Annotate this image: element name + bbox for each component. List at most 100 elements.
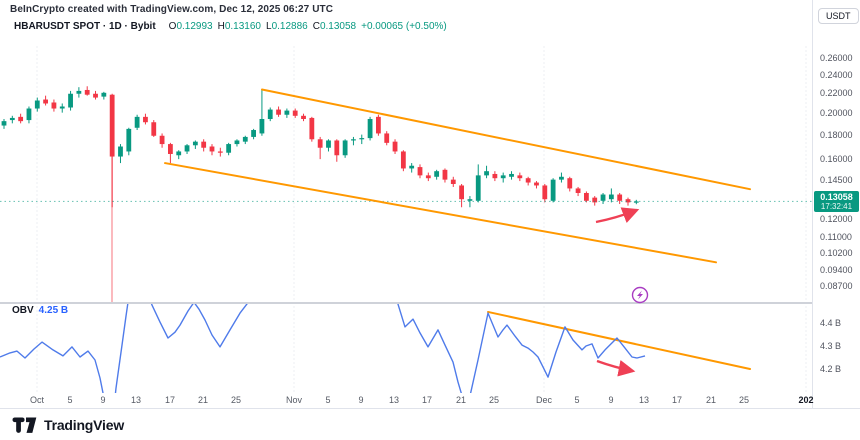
- obv-down-arrow[interactable]: [596, 359, 636, 377]
- time-tick: 202: [798, 395, 814, 405]
- low-label: L: [266, 21, 272, 32]
- last-price-badge: 0.13058 17:32:41: [814, 190, 859, 212]
- high-value: 0.13160: [224, 21, 261, 32]
- obv-label: OBV: [12, 305, 34, 316]
- candle: [76, 90, 82, 94]
- candle: [201, 141, 207, 148]
- candle: [143, 116, 148, 123]
- chart-area[interactable]: [0, 0, 812, 408]
- time-tick: 25: [230, 395, 242, 405]
- candle: [176, 151, 182, 156]
- obv-series: [0, 304, 646, 393]
- time-tick: 21: [455, 395, 467, 405]
- candle: [484, 171, 489, 176]
- time-tick: 9: [100, 395, 106, 405]
- candle: [509, 173, 514, 177]
- candle: [575, 188, 581, 193]
- candle: [192, 141, 198, 146]
- candle: [59, 106, 65, 109]
- time-tick: 9: [358, 395, 364, 405]
- candle: [542, 185, 548, 200]
- candle: [633, 201, 639, 203]
- candle: [18, 116, 24, 122]
- candle: [351, 139, 356, 141]
- candle: [600, 194, 606, 201]
- time-tick: Oct: [29, 395, 45, 405]
- price-change: +0.00065 (+0.50%): [361, 21, 447, 32]
- candle: [425, 175, 431, 179]
- candle: [226, 144, 232, 153]
- candle: [234, 140, 240, 145]
- price-breakout-arrow[interactable]: [595, 207, 640, 224]
- time-tick: 9: [608, 395, 614, 405]
- trendline-channel-lower[interactable]: [164, 162, 717, 264]
- obv-legend[interactable]: OBV 4.25 B: [12, 305, 68, 316]
- time-axis[interactable]: Oct 5 9 13 17 21 25 Nov 5 9 13 17 21 25 Dec 5 9 13 17 21 25 2…: [0, 392, 814, 408]
- lightning-icon[interactable]: [631, 286, 649, 304]
- obv-tick: 4.3 B: [820, 341, 842, 351]
- candle: [492, 173, 498, 179]
- time-tick: 13: [130, 395, 142, 405]
- candle: [442, 169, 448, 180]
- time-tick: 17: [164, 395, 176, 405]
- candle: [384, 133, 390, 143]
- time-tick: 21: [705, 395, 717, 405]
- candle: [400, 151, 406, 169]
- candle: [592, 197, 598, 203]
- candle: [168, 144, 173, 154]
- trendline-channel-upper[interactable]: [261, 88, 751, 191]
- price-tick: 0.09400: [820, 264, 853, 275]
- chart-canvas[interactable]: [0, 0, 812, 408]
- tradingview-logo-text: TradingView: [44, 417, 125, 433]
- candle: [392, 141, 398, 152]
- symbol-title[interactable]: HBARUSDT SPOT · 1D · Bybit: [14, 21, 156, 32]
- candle: [126, 128, 132, 152]
- price-tick: 0.14500: [820, 174, 853, 185]
- candle: [550, 179, 556, 201]
- candle: [525, 178, 531, 183]
- candle: [534, 182, 539, 186]
- candle: [26, 108, 32, 121]
- candle: [367, 118, 373, 139]
- price-tick: 0.16000: [820, 154, 853, 165]
- candle: [417, 167, 423, 176]
- candle: [301, 115, 306, 119]
- candle: [475, 175, 481, 201]
- candle: [68, 93, 73, 108]
- candle: [459, 185, 464, 200]
- candle: [342, 140, 348, 156]
- time-tick: 13: [388, 395, 400, 405]
- watermark-text: BeInCrypto created with TradingView.com,…: [10, 4, 334, 15]
- currency-toggle-button[interactable]: USDT: [818, 8, 859, 24]
- price-axis[interactable]: USDT 0.26000 0.24000 0.22000 0.20000 0.18000…: [812, 0, 860, 408]
- candle: [159, 135, 165, 145]
- time-tick: 21: [197, 395, 209, 405]
- candle: [1, 121, 7, 126]
- time-tick: 13: [638, 395, 650, 405]
- high-label: H: [217, 21, 225, 32]
- close-label: C: [312, 21, 320, 32]
- tradingview-logo-icon: [12, 417, 37, 433]
- time-tick: 25: [738, 395, 750, 405]
- obv-value: 4.25 B: [38, 305, 69, 316]
- time-tick: Nov: [285, 395, 303, 405]
- tradingview-logo[interactable]: TradingView: [12, 414, 312, 436]
- candle: [326, 140, 331, 148]
- time-tick: 17: [421, 395, 433, 405]
- symbol-ohlc-bar: HBARUSDT SPOT · 1D · Bybit O0.12993 H0.131…: [14, 21, 447, 32]
- candle: [151, 122, 157, 136]
- last-price-value: 0.13058: [820, 191, 853, 202]
- candle: [134, 116, 140, 128]
- candlestick-series: [1, 86, 639, 208]
- candle: [184, 145, 190, 152]
- pane-separator[interactable]: [0, 302, 812, 304]
- price-tick: 0.18000: [820, 129, 853, 140]
- bar-close-countdown: 17:32:41: [820, 201, 853, 211]
- candle: [34, 100, 40, 109]
- candle: [517, 175, 523, 179]
- candle: [584, 192, 589, 201]
- candle: [209, 146, 215, 152]
- price-tick: 0.24000: [820, 69, 853, 80]
- time-tick: 17: [671, 395, 683, 405]
- price-tick: 0.20000: [820, 107, 853, 118]
